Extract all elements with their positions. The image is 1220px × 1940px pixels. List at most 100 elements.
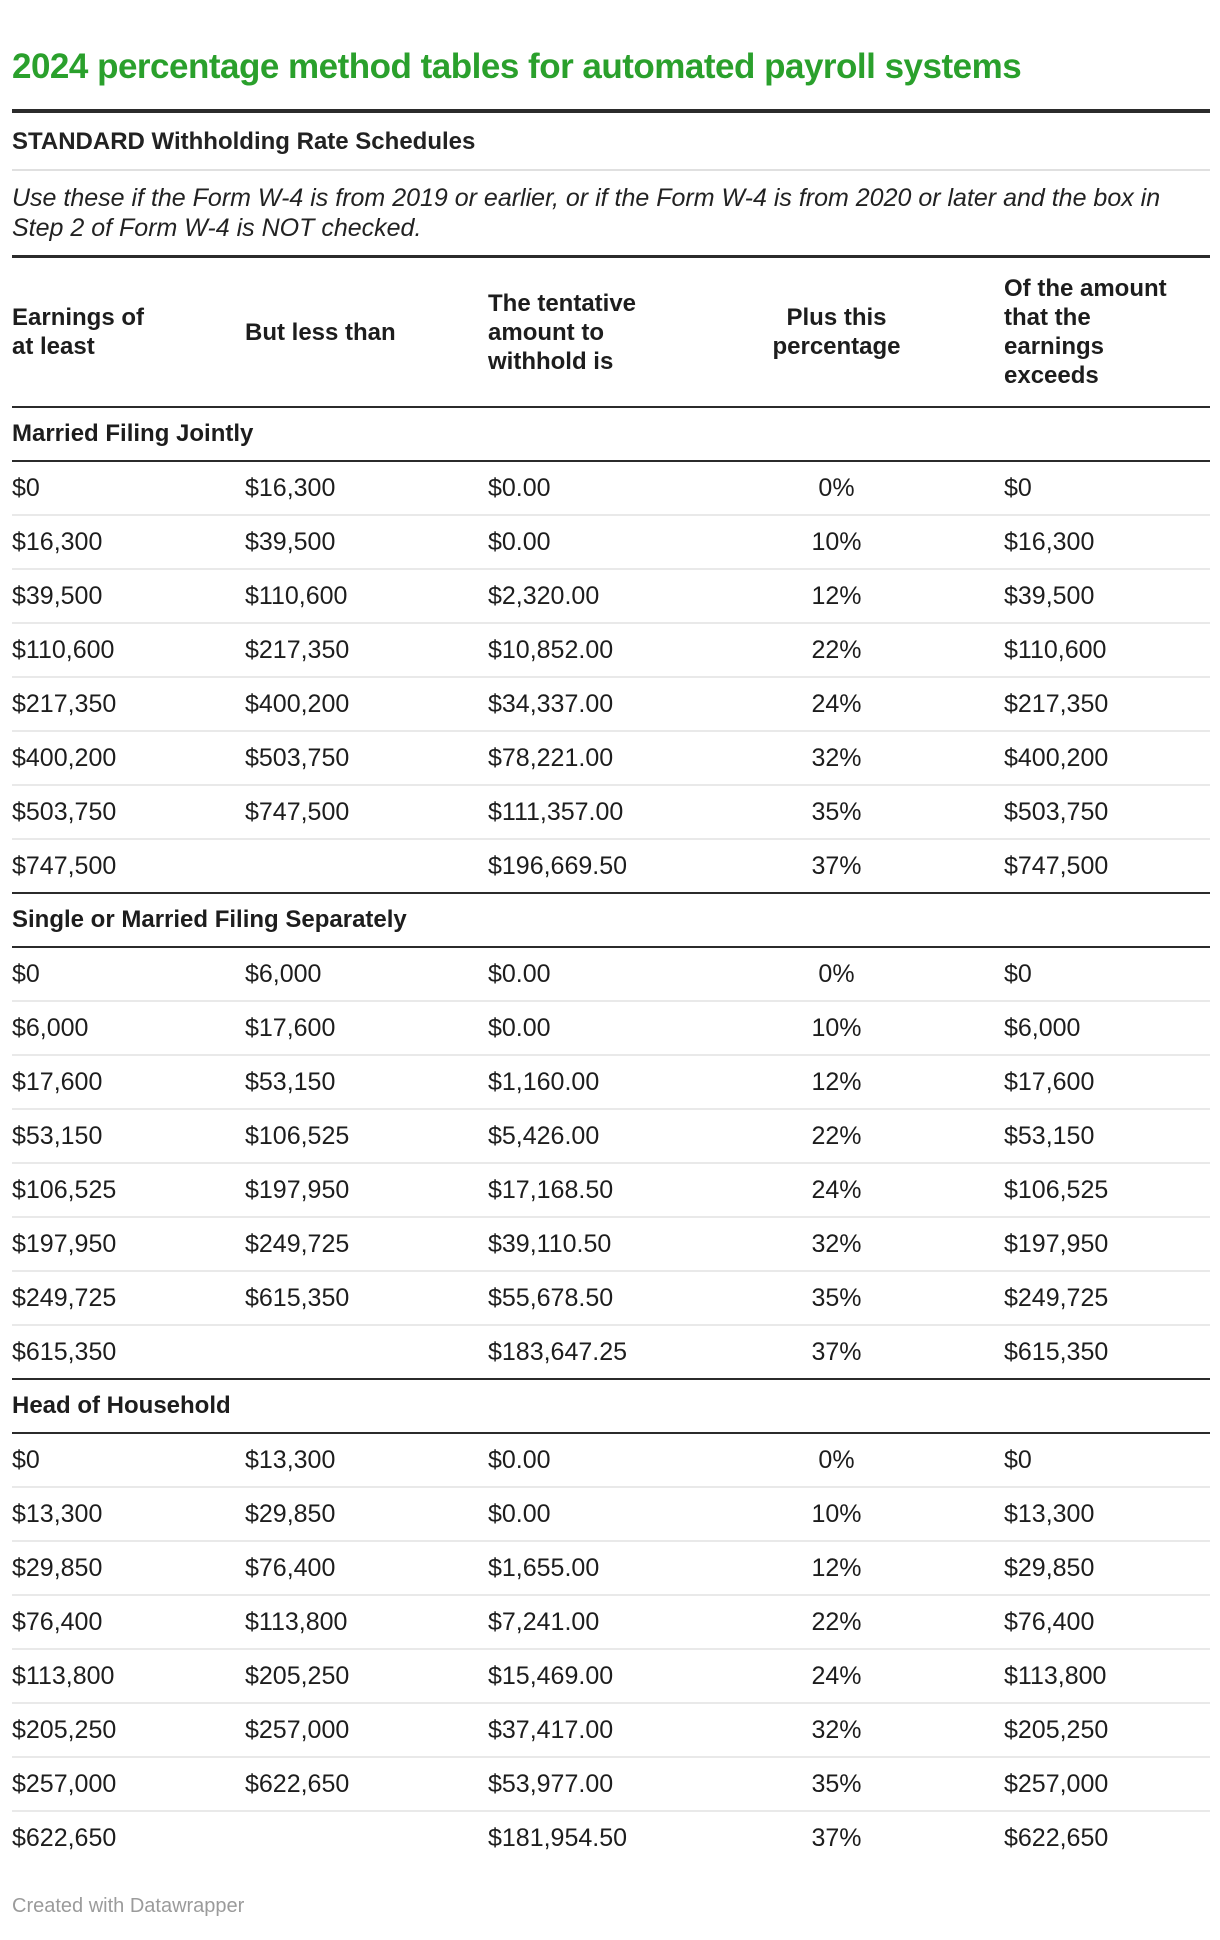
table-row: $106,525 $197,950 $17,168.50 24% $106,525 bbox=[12, 1163, 1210, 1218]
section-header-label: Head of Household bbox=[12, 1378, 1210, 1434]
table-cell: $1,160.00 bbox=[488, 1055, 669, 1110]
table-cell: $0.00 bbox=[488, 461, 669, 516]
table-cell: $747,500 bbox=[12, 852, 117, 880]
table-row: $110,600 $217,350 $10,852.00 22% $110,600 bbox=[12, 623, 1210, 678]
table-header-row: Earnings of at least But less than The t… bbox=[12, 257, 1210, 408]
table-cell: 10% bbox=[669, 1001, 1004, 1056]
table-cell: $37,417.00 bbox=[488, 1703, 669, 1758]
column-header-plus-percentage: Plus this percentage bbox=[772, 304, 901, 360]
section-row: Married Filing Jointly bbox=[12, 406, 1210, 462]
table-cell: $76,400 bbox=[12, 1595, 245, 1650]
table-cell: $249,725 bbox=[12, 1271, 245, 1326]
table-cell: $1,655.00 bbox=[488, 1541, 669, 1596]
table-cell: $76,400 bbox=[245, 1541, 488, 1596]
table-cell: $0.00 bbox=[488, 947, 669, 1002]
table-cell: 24% bbox=[669, 1649, 1004, 1704]
table-cell: $39,500 bbox=[1004, 569, 1210, 624]
table-cell: $197,950 bbox=[12, 1217, 245, 1272]
table-cell: $53,150 bbox=[1004, 1109, 1210, 1164]
table-cell: $0.00 bbox=[488, 1433, 669, 1488]
table-row: $615,350 $183,647.25 37% $615,350 bbox=[12, 1325, 1210, 1379]
table-row: $16,300 $39,500 $0.00 10% $16,300 bbox=[12, 515, 1210, 570]
table-cell: $0 bbox=[12, 461, 245, 516]
table-cell: $257,000 bbox=[245, 1703, 488, 1758]
section-row: Head of Household bbox=[12, 1378, 1210, 1434]
table-cell: $503,750 bbox=[245, 731, 488, 786]
table-cell: $181,954.50 bbox=[488, 1824, 628, 1852]
table-cell: 0% bbox=[669, 947, 1004, 1002]
table-cell: $10,852.00 bbox=[488, 623, 669, 678]
withholding-rate-table: Earnings of at least But less than The t… bbox=[12, 255, 1210, 1864]
table-cell: $205,250 bbox=[245, 1649, 488, 1704]
table-cell: $197,950 bbox=[1004, 1217, 1210, 1272]
table-row: $39,500 $110,600 $2,320.00 12% $39,500 bbox=[12, 569, 1210, 624]
column-header-tentative-amount: The tentative amount to withhold is bbox=[488, 289, 637, 375]
table-cell: $16,300 bbox=[245, 461, 488, 516]
table-cell: $17,600 bbox=[1004, 1055, 1210, 1110]
table-cell: $53,150 bbox=[245, 1055, 488, 1110]
table-cell: $17,600 bbox=[12, 1055, 245, 1110]
table-cell: $257,000 bbox=[1004, 1757, 1210, 1812]
table-cell: $39,110.50 bbox=[488, 1217, 669, 1272]
table-cell: 12% bbox=[669, 1541, 1004, 1596]
table-body: Married Filing Jointly $0 $16,300 $0.00 0% $0… bbox=[12, 406, 1210, 1864]
table-cell: $5,426.00 bbox=[488, 1109, 669, 1164]
table-cell: $39,500 bbox=[12, 569, 245, 624]
table-cell: $0.00 bbox=[488, 515, 669, 570]
table-cell: $747,500 bbox=[245, 785, 488, 840]
page-title: 2024 percentage method tables for automa… bbox=[12, 47, 1022, 86]
table-cell: $622,650 bbox=[245, 1757, 488, 1812]
table-cell: $400,200 bbox=[245, 677, 488, 732]
table-cell: $6,000 bbox=[245, 947, 488, 1002]
table-cell: $113,800 bbox=[245, 1595, 488, 1650]
table-cell: $622,650 bbox=[12, 1824, 117, 1852]
table-cell: 37% bbox=[811, 1824, 862, 1852]
table-cell: $39,500 bbox=[245, 515, 488, 570]
table-cell: $0.00 bbox=[488, 1001, 669, 1056]
table-row: $205,250 $257,000 $37,417.00 32% $205,250 bbox=[12, 1703, 1210, 1758]
table-row: $217,350 $400,200 $34,337.00 24% $217,350 bbox=[12, 677, 1210, 732]
table-cell: $76,400 bbox=[1004, 1595, 1210, 1650]
table-cell: 32% bbox=[669, 1217, 1004, 1272]
table-cell: $400,200 bbox=[1004, 731, 1210, 786]
table-row: $76,400 $113,800 $7,241.00 22% $76,400 bbox=[12, 1595, 1210, 1650]
table-row: $0 $16,300 $0.00 0% $0 bbox=[12, 461, 1210, 516]
table-row: $13,300 $29,850 $0.00 10% $13,300 bbox=[12, 1487, 1210, 1542]
table-cell: $110,600 bbox=[245, 569, 488, 624]
table-cell: $257,000 bbox=[12, 1757, 245, 1812]
section-header-label: Single or Married Filing Separately bbox=[12, 892, 1210, 948]
datawrapper-credit-link[interactable]: Created with Datawrapper bbox=[12, 1895, 245, 1917]
table-cell: 24% bbox=[669, 677, 1004, 732]
table-cell: $15,469.00 bbox=[488, 1649, 669, 1704]
table-cell: $0.00 bbox=[488, 1487, 669, 1542]
table-cell: $249,725 bbox=[245, 1217, 488, 1272]
table-cell: $13,300 bbox=[1004, 1487, 1210, 1542]
table-cell: $217,350 bbox=[12, 677, 245, 732]
table-cell: $29,850 bbox=[1004, 1541, 1210, 1596]
table-cell: $0 bbox=[12, 947, 245, 1002]
table-row: $6,000 $17,600 $0.00 10% $6,000 bbox=[12, 1001, 1210, 1056]
column-header-amount-exceeds: Of the amount that the earnings exceeds bbox=[1004, 275, 1167, 389]
table-cell: $0 bbox=[1004, 461, 1210, 516]
table-cell: $17,168.50 bbox=[488, 1163, 669, 1218]
table-row: $249,725 $615,350 $55,678.50 35% $249,725 bbox=[12, 1271, 1210, 1326]
table-cell: $6,000 bbox=[12, 1001, 245, 1056]
table-row: $400,200 $503,750 $78,221.00 32% $400,200 bbox=[12, 731, 1210, 786]
table-cell: 10% bbox=[669, 1487, 1004, 1542]
table-cell: $615,350 bbox=[245, 1271, 488, 1326]
table-cell: 37% bbox=[811, 1338, 862, 1366]
table-cell: $110,600 bbox=[12, 623, 245, 678]
table-cell: $55,678.50 bbox=[488, 1271, 669, 1326]
table-cell: 0% bbox=[669, 1433, 1004, 1488]
table-row: $0 $6,000 $0.00 0% $0 bbox=[12, 947, 1210, 1002]
table-cell: $53,977.00 bbox=[488, 1757, 669, 1812]
table-cell: 24% bbox=[669, 1163, 1004, 1218]
table-row: $503,750 $747,500 $111,357.00 35% $503,750 bbox=[12, 785, 1210, 840]
table-cell: 10% bbox=[669, 515, 1004, 570]
table-row: $257,000 $622,650 $53,977.00 35% $257,000 bbox=[12, 1757, 1210, 1812]
table-cell: 0% bbox=[669, 461, 1004, 516]
table-cell: $747,500 bbox=[1004, 852, 1109, 880]
table-cell: $503,750 bbox=[12, 785, 245, 840]
table-cell: $0 bbox=[1004, 1433, 1210, 1488]
